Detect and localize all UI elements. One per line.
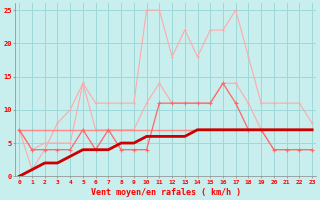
X-axis label: Vent moyen/en rafales ( km/h ): Vent moyen/en rafales ( km/h ) bbox=[91, 188, 241, 197]
